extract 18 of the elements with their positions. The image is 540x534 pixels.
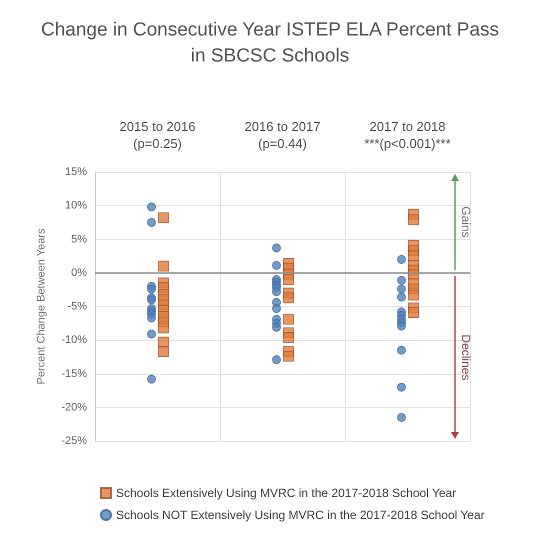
legend-label: Schools NOT Extensively Using MVRC in the 2017-2018 School Year <box>116 508 485 522</box>
y-tick-label: -10% <box>61 334 88 346</box>
y-tick-label: -25% <box>61 435 88 447</box>
y-tick-label: -20% <box>61 401 88 414</box>
legend-label: Schools Extensively Using MVRC in the 2017-2018 School Year <box>116 486 456 500</box>
x-tick-label: 2017 to 2018 ***(p<0.001)*** <box>364 119 451 151</box>
y-tick-label: 5% <box>71 233 88 246</box>
y-tick-label: 0% <box>71 266 88 279</box>
x-tick-label: 2016 to 2017 (p=0.44) <box>244 119 320 151</box>
x-tick-label: 2015 to 2016 (p=0.25) <box>120 119 196 151</box>
y-tick-label: 10% <box>64 200 88 212</box>
y-tick-label: -15% <box>61 368 88 380</box>
y-tick-label: 15% <box>64 166 88 178</box>
chart-title: Change in Consecutive Year ISTEP ELA Percent Pass in SBCSC Schools <box>40 20 500 66</box>
y-tick-label: -5% <box>67 300 88 312</box>
y-axis-title: Percent Change Between Years <box>36 228 48 384</box>
annotation: Declines <box>458 334 473 380</box>
annotation: Gains <box>458 206 473 238</box>
